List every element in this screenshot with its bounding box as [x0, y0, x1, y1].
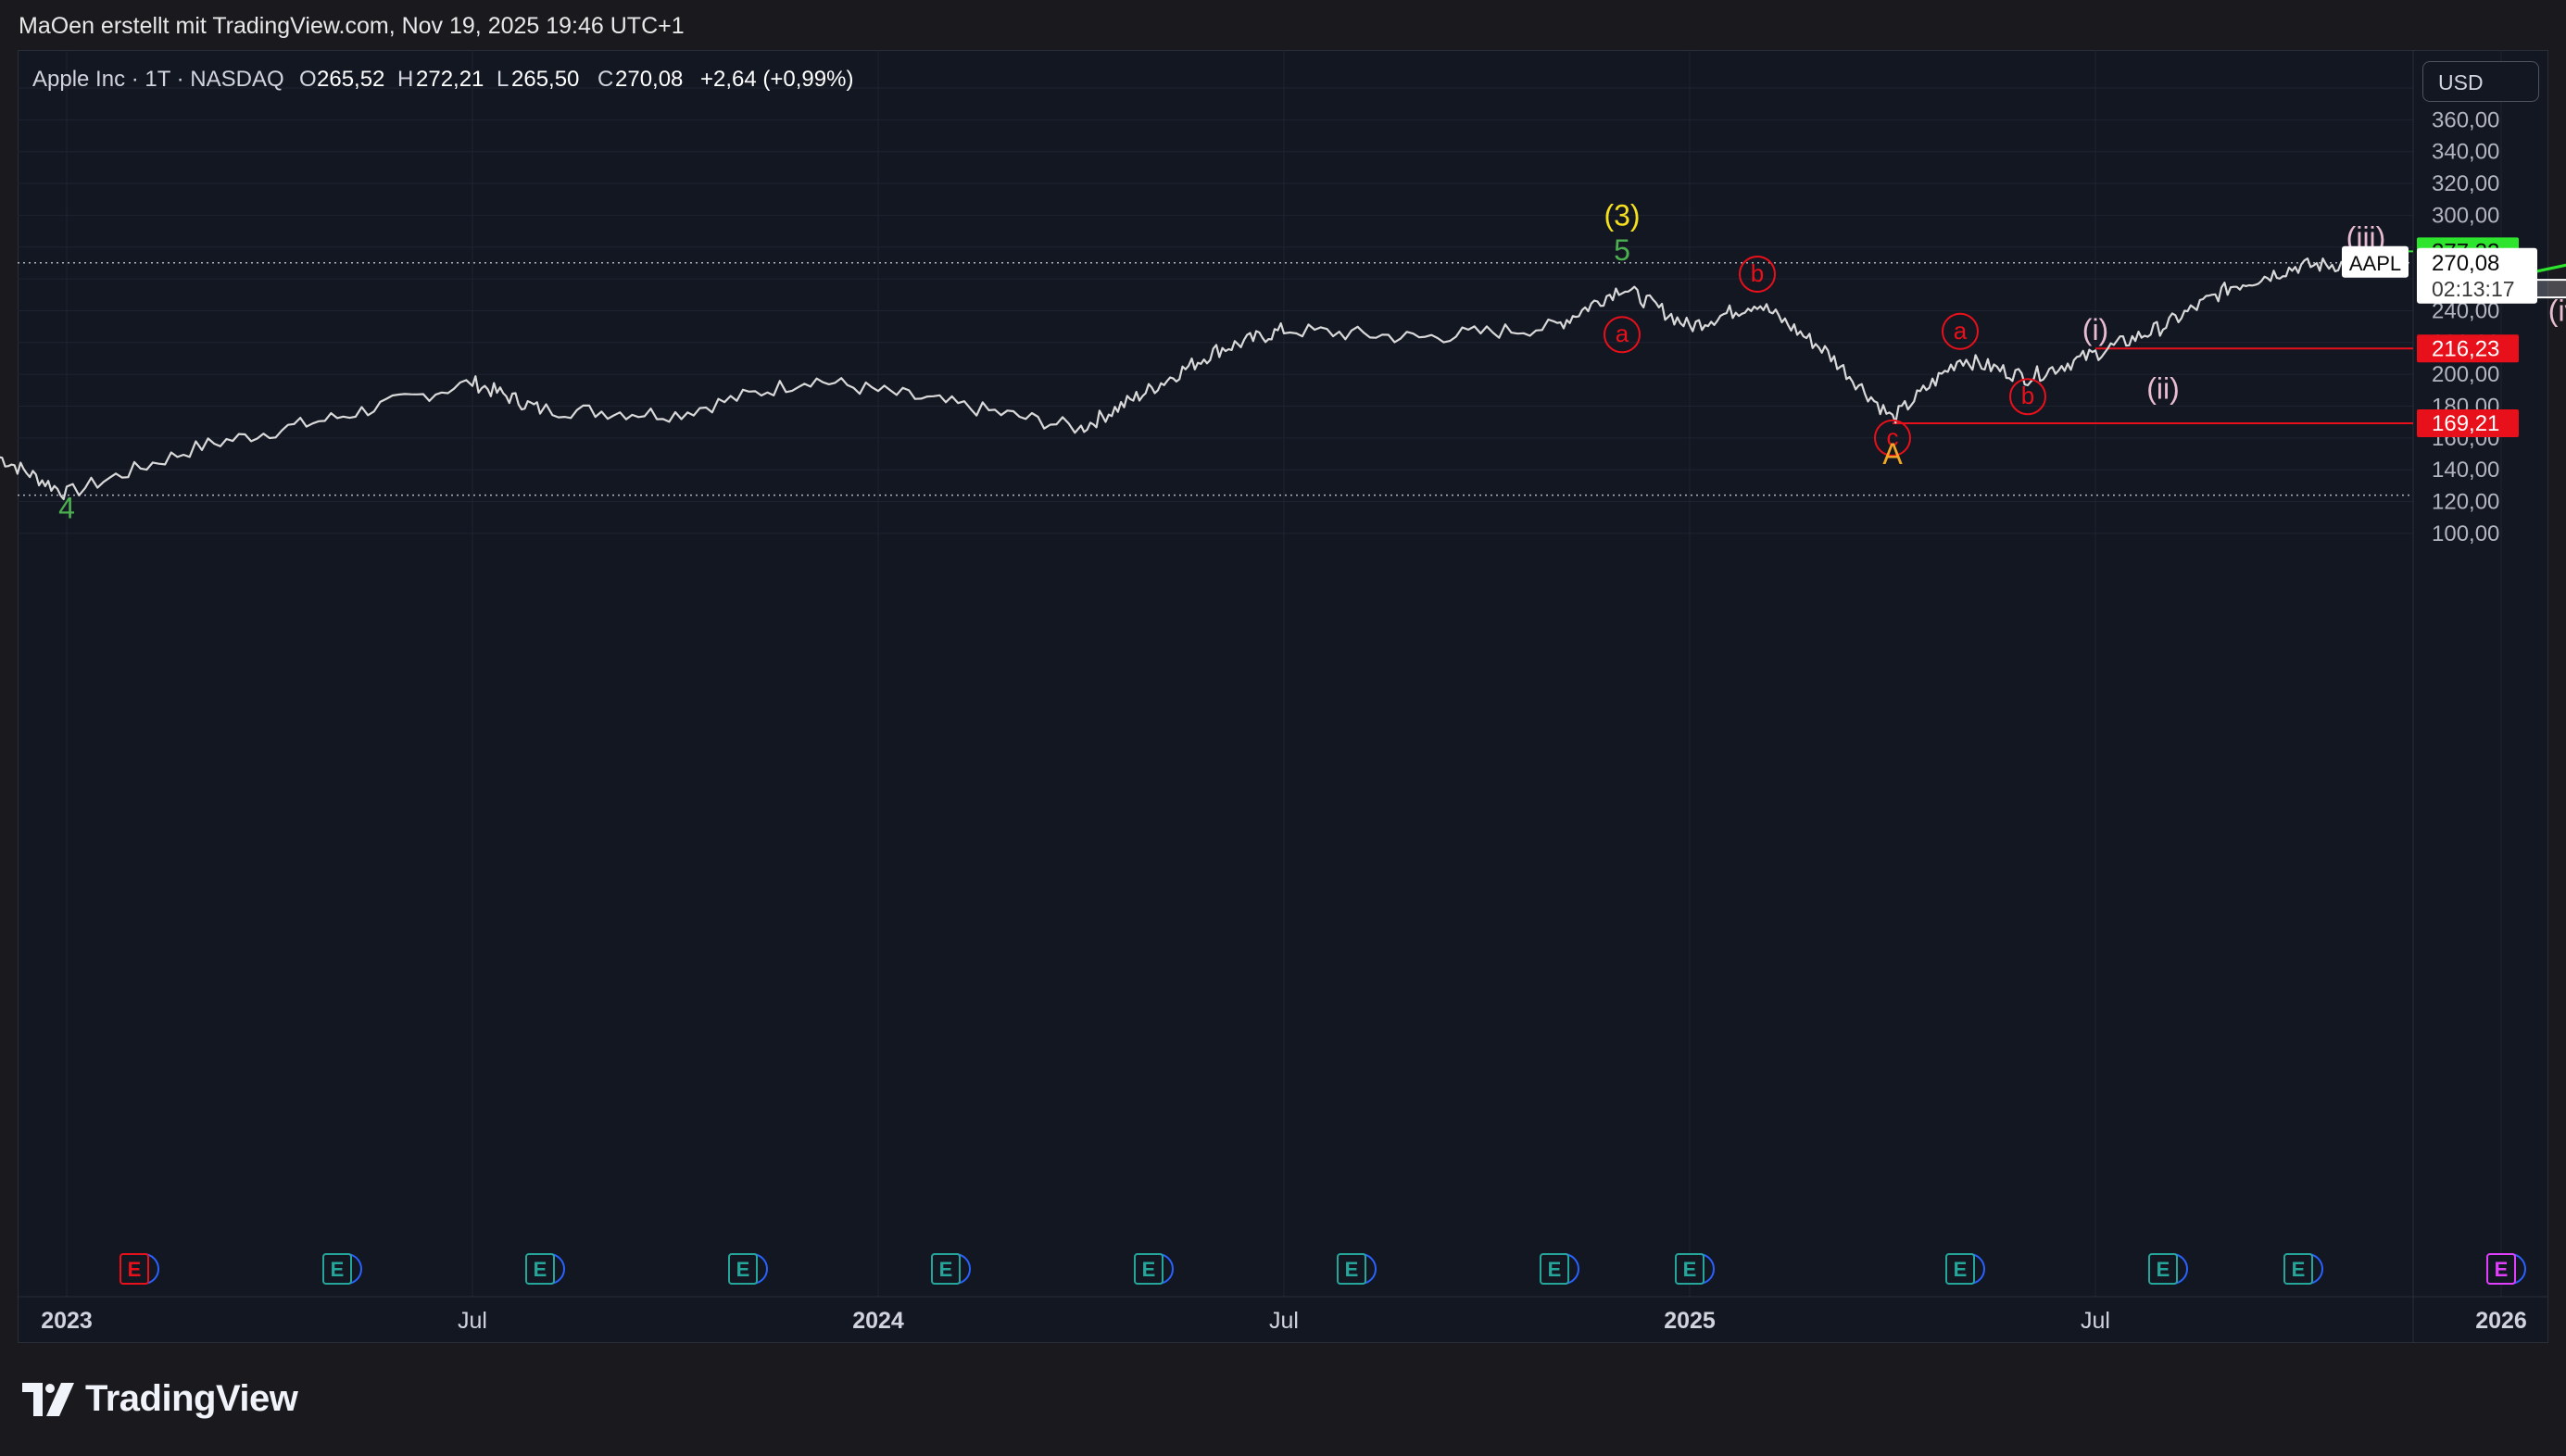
- horizontal-levels: [18, 250, 2413, 496]
- tradingview-logo-icon: [22, 1382, 74, 1416]
- price-level-label: 169,21: [2432, 411, 2499, 436]
- wave-label: a: [1954, 317, 1968, 345]
- earnings-label: E: [1954, 1258, 1968, 1281]
- wave-label: b: [2021, 382, 2034, 409]
- earnings-marker: [1134, 1253, 1164, 1285]
- wave-label: (iv): [2548, 294, 2566, 327]
- tradingview-logo[interactable]: TradingView: [22, 1378, 298, 1420]
- earnings-marker: [1540, 1253, 1569, 1285]
- earnings-marker: [525, 1253, 555, 1285]
- current-price-badge: [2417, 247, 2537, 304]
- tradingview-wordmark: TradingView: [85, 1378, 298, 1419]
- low-label: L: [497, 67, 509, 92]
- wave-label-circle: [1942, 312, 1979, 350]
- earnings-marker: [1945, 1253, 1975, 1285]
- wave-label-circle: [2009, 378, 2046, 416]
- currency-button[interactable]: USD: [2422, 61, 2539, 102]
- chart-frame[interactable]: [18, 50, 2548, 1343]
- close-value: 270,08: [615, 67, 683, 92]
- earnings-label: E: [331, 1258, 345, 1281]
- x-tick-label: Jul: [458, 1308, 487, 1334]
- earnings-label: E: [2495, 1258, 2509, 1281]
- price-level-label: 216,23: [2432, 336, 2499, 361]
- earnings-marker: [2148, 1253, 2178, 1285]
- y-tick-label: 200,00: [2432, 362, 2499, 387]
- wave-label: (i): [2082, 313, 2108, 346]
- wave-label: c: [1887, 423, 1899, 451]
- x-axis: 2023Jul2024Jul2025Jul2026Jul2027Jul: [41, 1308, 2527, 1334]
- y-tick-label: 120,00: [2432, 490, 2499, 515]
- earnings-marker: [931, 1253, 961, 1285]
- ohlc-legend: Apple Inc · 1T · NASDAQ O 265,52 H 272,2…: [32, 67, 853, 92]
- y-tick-label: 100,00: [2432, 521, 2499, 546]
- earnings-label: E: [1548, 1258, 1562, 1281]
- earnings-marker: [2283, 1253, 2313, 1285]
- wave-label: 5: [1614, 233, 1630, 267]
- y-tick-label: 320,00: [2432, 171, 2499, 196]
- y-tick-label: 340,00: [2432, 140, 2499, 165]
- symbol-badge: [2342, 245, 2409, 278]
- current-price-label: 270,08: [2432, 251, 2499, 276]
- earnings-label: E: [534, 1258, 547, 1281]
- low-value: 265,50: [511, 67, 579, 92]
- earnings-label: E: [1345, 1258, 1359, 1281]
- y-axis: 100,00120,00140,00160,00180,00200,00220,…: [2342, 76, 2537, 546]
- earnings-label: E: [736, 1258, 750, 1281]
- wave-label: b: [1751, 259, 1764, 287]
- price-level-badge: [2417, 334, 2519, 363]
- wave-label: a: [1616, 320, 1629, 347]
- earnings-marker: [119, 1253, 149, 1285]
- x-tick-label: Jul: [1269, 1308, 1299, 1334]
- earnings-marker: [1675, 1253, 1704, 1285]
- y-tick-label: 300,00: [2432, 203, 2499, 228]
- chart-attribution: MaOen erstellt mit TradingView.com, Nov …: [19, 13, 685, 39]
- x-tick-label: 2024: [852, 1308, 904, 1334]
- wave-label-circle: [1604, 316, 1641, 354]
- grid-lines: [18, 50, 2548, 1343]
- change-value: +2,64 (+0,99%): [700, 67, 853, 92]
- wave-label: 4: [58, 491, 75, 524]
- earnings-label: E: [128, 1258, 142, 1281]
- wave-label: (ii): [2146, 372, 2180, 406]
- earnings-label: E: [1142, 1258, 1156, 1281]
- earnings-label: E: [939, 1258, 953, 1281]
- open-label: O: [299, 67, 317, 92]
- wave-label: A: [1882, 437, 1903, 471]
- earnings-marker: [322, 1253, 352, 1285]
- earnings-marker: [728, 1253, 758, 1285]
- countdown-label: 02:13:17: [2432, 277, 2515, 301]
- earnings-marker: [1337, 1253, 1366, 1285]
- wave-label: (3): [1604, 198, 1640, 232]
- wave-label-circle: [1874, 419, 1911, 457]
- x-tick-label: 2026: [2475, 1308, 2527, 1334]
- x-tick-label: 2023: [41, 1308, 93, 1334]
- symbol-badge-label: AAPL: [2349, 252, 2401, 275]
- close-label: C: [597, 67, 613, 92]
- x-tick-label: 2025: [1664, 1308, 1716, 1334]
- symbol-label: Apple Inc · 1T · NASDAQ: [32, 67, 284, 92]
- high-value: 272,21: [416, 67, 484, 92]
- earnings-label: E: [2157, 1258, 2170, 1281]
- aapl-price-line: [0, 256, 2367, 501]
- wave-label-circle: [1739, 255, 1776, 293]
- price-series: [0, 256, 2367, 501]
- earnings-label: E: [2292, 1258, 2306, 1281]
- y-tick-label: 360,00: [2432, 107, 2499, 132]
- earnings-label: E: [1683, 1258, 1697, 1281]
- open-value: 265,52: [317, 67, 384, 92]
- high-label: H: [397, 67, 413, 92]
- price-level-badge: [2417, 409, 2519, 438]
- x-tick-label: Jul: [2081, 1308, 2110, 1334]
- earnings-marker: [2486, 1253, 2516, 1285]
- y-tick-label: 140,00: [2432, 458, 2499, 483]
